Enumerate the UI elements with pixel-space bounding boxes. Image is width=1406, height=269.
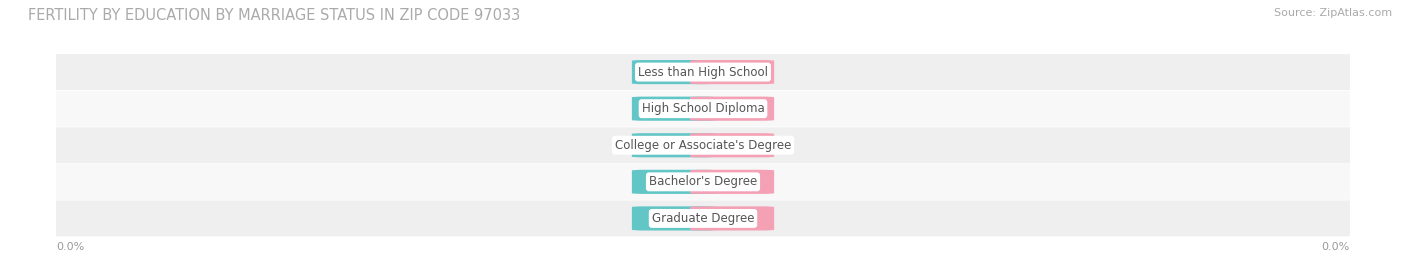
Text: 0.0%: 0.0% [718, 213, 745, 224]
FancyBboxPatch shape [4, 54, 1402, 90]
FancyBboxPatch shape [631, 206, 716, 231]
Text: Bachelor's Degree: Bachelor's Degree [650, 175, 756, 188]
FancyBboxPatch shape [631, 133, 716, 157]
Text: FERTILITY BY EDUCATION BY MARRIAGE STATUS IN ZIP CODE 97033: FERTILITY BY EDUCATION BY MARRIAGE STATU… [28, 8, 520, 23]
FancyBboxPatch shape [690, 60, 775, 84]
FancyBboxPatch shape [690, 97, 775, 121]
Text: College or Associate's Degree: College or Associate's Degree [614, 139, 792, 152]
Text: 0.0%: 0.0% [661, 213, 688, 224]
FancyBboxPatch shape [690, 133, 775, 157]
FancyBboxPatch shape [690, 206, 775, 231]
Text: 0.0%: 0.0% [718, 67, 745, 77]
Text: Less than High School: Less than High School [638, 66, 768, 79]
Text: 0.0%: 0.0% [661, 67, 688, 77]
FancyBboxPatch shape [631, 97, 716, 121]
FancyBboxPatch shape [631, 60, 716, 84]
Text: 0.0%: 0.0% [661, 104, 688, 114]
FancyBboxPatch shape [4, 200, 1402, 236]
Text: 0.0%: 0.0% [1322, 242, 1350, 252]
FancyBboxPatch shape [690, 170, 775, 194]
Text: 0.0%: 0.0% [56, 242, 84, 252]
FancyBboxPatch shape [631, 170, 716, 194]
FancyBboxPatch shape [4, 164, 1402, 200]
Text: High School Diploma: High School Diploma [641, 102, 765, 115]
Text: 0.0%: 0.0% [661, 177, 688, 187]
Text: 0.0%: 0.0% [718, 104, 745, 114]
Text: Graduate Degree: Graduate Degree [652, 212, 754, 225]
Text: 0.0%: 0.0% [718, 140, 745, 150]
Text: 0.0%: 0.0% [661, 140, 688, 150]
FancyBboxPatch shape [4, 127, 1402, 163]
Text: 0.0%: 0.0% [718, 177, 745, 187]
Text: Source: ZipAtlas.com: Source: ZipAtlas.com [1274, 8, 1392, 18]
FancyBboxPatch shape [4, 91, 1402, 127]
